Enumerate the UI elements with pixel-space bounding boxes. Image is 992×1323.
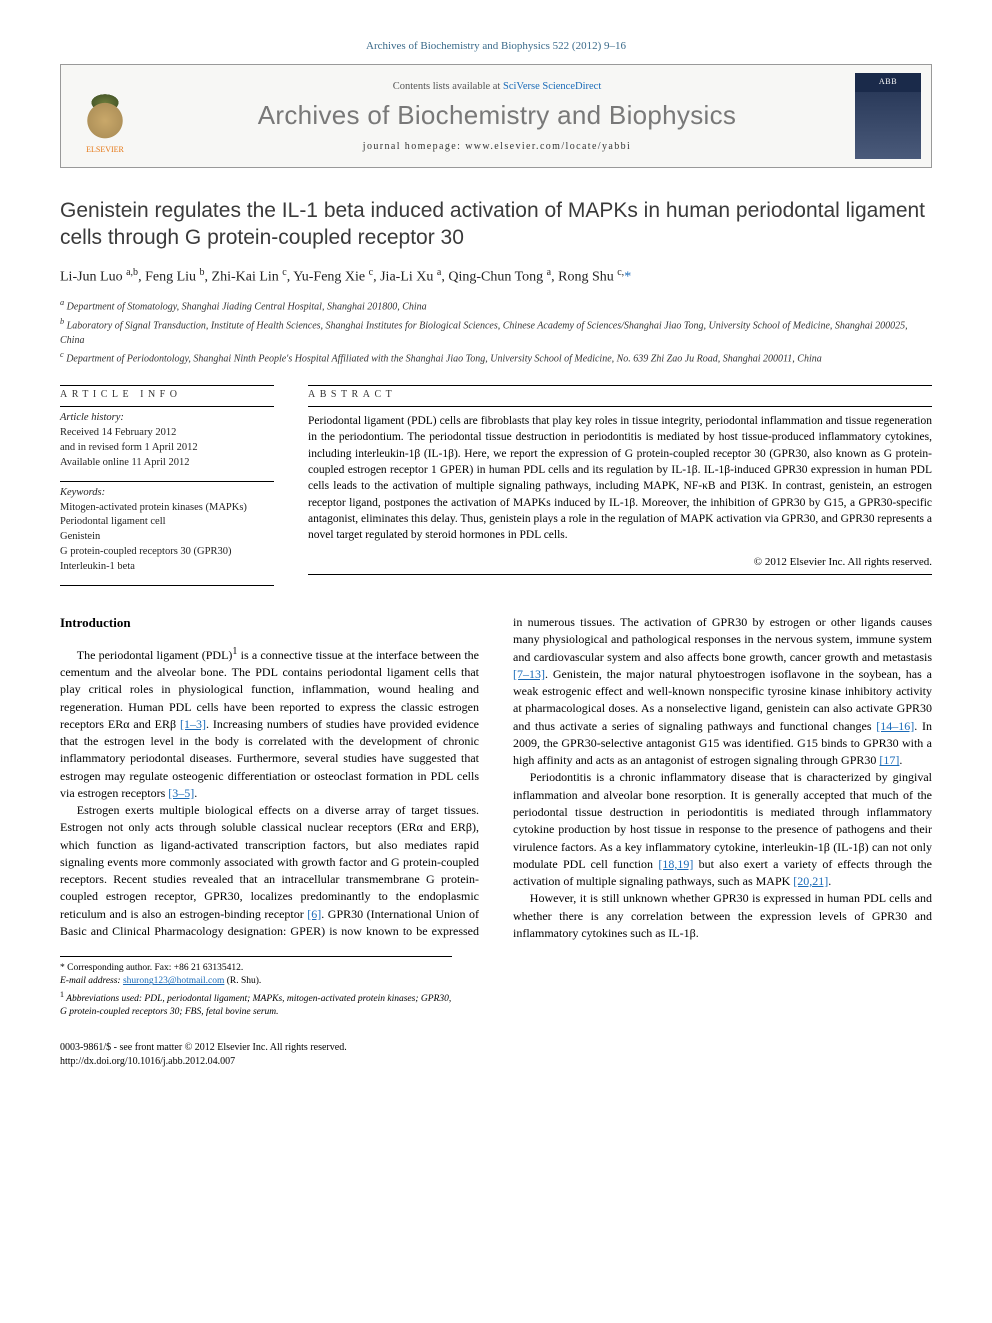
article-info-column: ARTICLE INFO Article history: Received 1… [60, 385, 274, 586]
journal-name: Archives of Biochemistry and Biophysics [151, 100, 843, 131]
keywords-block: Keywords: Mitogen-activated protein kina… [60, 486, 274, 575]
ref-link[interactable]: [3–5] [168, 786, 194, 800]
header-center: Contents lists available at SciVerse Sci… [151, 81, 843, 152]
affiliation-line: a Department of Stomatology, Shanghai Ji… [60, 297, 932, 315]
journal-header-box: ELSEVIER Contents lists available at Sci… [60, 64, 932, 168]
rule [60, 585, 274, 586]
authors-line: Li-Jun Luo a,b, Feng Liu b, Zhi-Kai Lin … [60, 266, 932, 287]
ref-link[interactable]: [17] [879, 753, 899, 767]
ref-link[interactable]: [14–16] [876, 719, 914, 733]
text: . Genistein, the major natural phytoestr… [513, 667, 932, 733]
text: The periodontal ligament (PDL) [77, 648, 233, 662]
elsevier-logo: ELSEVIER [71, 78, 139, 154]
history-block: Article history: Received 14 February 20… [60, 411, 274, 471]
body-para-3: Periodontitis is a chronic inflammatory … [513, 769, 932, 890]
ref-link[interactable]: [1–3] [180, 717, 206, 731]
rule [308, 385, 932, 386]
elsevier-tree-icon [77, 87, 133, 143]
body-para-1: The periodontal ligament (PDL)1 is a con… [60, 645, 479, 802]
ref-link[interactable]: [18,19] [658, 857, 693, 871]
abbreviations-line: 1 Abbreviations used: PDL, periodontal l… [60, 989, 452, 1020]
article-info-heading: ARTICLE INFO [60, 389, 274, 400]
abstract-text: Periodontal ligament (PDL) cells are fib… [308, 413, 932, 544]
affiliations: a Department of Stomatology, Shanghai Ji… [60, 297, 932, 367]
info-abstract-row: ARTICLE INFO Article history: Received 1… [60, 385, 932, 586]
homepage-line: journal homepage: www.elsevier.com/locat… [151, 141, 843, 152]
rule [308, 574, 932, 575]
text: . [194, 786, 197, 800]
cover-logo-text: ABB [879, 77, 897, 86]
rule [60, 385, 274, 386]
history-line: Available online 11 April 2012 [60, 456, 274, 471]
header-citation: Archives of Biochemistry and Biophysics … [60, 40, 932, 52]
ref-link[interactable]: [7–13] [513, 667, 545, 681]
paper-title: Genistein regulates the IL-1 beta induce… [60, 198, 932, 252]
email-label: E-mail address: [60, 976, 123, 986]
body-columns: Introduction The periodontal ligament (P… [60, 614, 932, 942]
text: . [899, 753, 902, 767]
history-line: and in revised form 1 April 2012 [60, 441, 274, 456]
text: Periodontitis is a chronic inflammatory … [513, 770, 932, 870]
homepage-prefix: journal homepage: [363, 141, 465, 152]
journal-cover-icon: ABB [855, 73, 921, 159]
issn-line: 0003-9861/$ - see front matter © 2012 El… [60, 1041, 932, 1055]
rule [60, 406, 274, 407]
footer: 0003-9861/$ - see front matter © 2012 El… [60, 1041, 932, 1068]
affiliation-line: b Laboratory of Signal Transduction, Ins… [60, 316, 932, 348]
keyword-line: Genistein [60, 530, 274, 545]
history-label: Article history: [60, 411, 274, 426]
keyword-line: Mitogen-activated protein kinases (MAPKs… [60, 501, 274, 516]
introduction-heading: Introduction [60, 614, 479, 633]
sciverse-link[interactable]: SciVerse ScienceDirect [503, 81, 601, 92]
abstract-copyright: © 2012 Elsevier Inc. All rights reserved… [308, 556, 932, 568]
email-link[interactable]: shurong123@hotmail.com [123, 976, 224, 986]
keyword-line: Interleukin-1 beta [60, 560, 274, 575]
history-line: Received 14 February 2012 [60, 426, 274, 441]
keyword-line: G protein-coupled receptors 30 (GPR30) [60, 545, 274, 560]
rule [308, 406, 932, 407]
text: . [828, 874, 831, 888]
body-para-4: However, it is still unknown whether GPR… [513, 890, 932, 942]
ref-link[interactable]: [6] [307, 907, 321, 921]
contents-prefix: Contents lists available at [393, 81, 503, 92]
homepage-url: www.elsevier.com/locate/yabbi [465, 141, 631, 152]
elsevier-logo-text: ELSEVIER [86, 145, 124, 154]
contents-line: Contents lists available at SciVerse Sci… [151, 81, 843, 92]
keywords-label: Keywords: [60, 486, 274, 501]
abstract-heading: ABSTRACT [308, 389, 932, 400]
ref-link[interactable]: [20,21] [793, 874, 828, 888]
abstract-column: ABSTRACT Periodontal ligament (PDL) cell… [308, 385, 932, 586]
keyword-line: Periodontal ligament cell [60, 515, 274, 530]
email-line: E-mail address: shurong123@hotmail.com (… [60, 975, 452, 988]
footnotes: * Corresponding author. Fax: +86 21 6313… [60, 956, 452, 1019]
email-suffix: (R. Shu). [224, 976, 261, 986]
affiliation-line: c Department of Periodontology, Shanghai… [60, 349, 932, 367]
abbrev-text: Abbreviations used: PDL, periodontal lig… [60, 994, 451, 1017]
text: Estrogen exerts multiple biological effe… [60, 803, 479, 921]
rule [60, 481, 274, 482]
corresponding-author: * Corresponding author. Fax: +86 21 6313… [60, 962, 452, 975]
doi-line: http://dx.doi.org/10.1016/j.abb.2012.04.… [60, 1055, 932, 1069]
